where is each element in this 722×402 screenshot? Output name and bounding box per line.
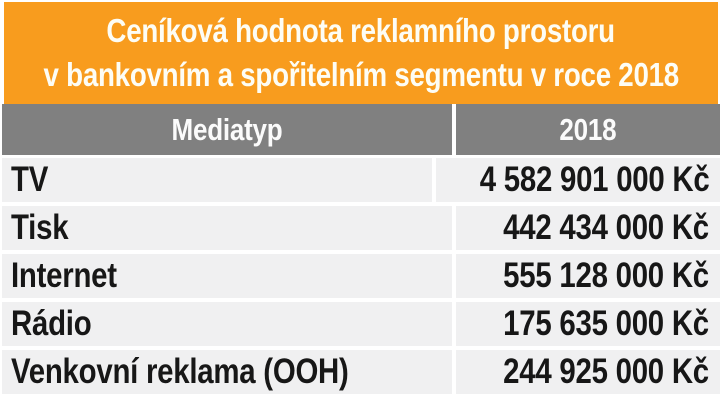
page-title-line-1: Ceníková hodnota reklamního prostoru (58, 9, 663, 53)
row-label-cell: Venkovní reklama (OOH) (2, 350, 452, 394)
table-row-radio: Rádio 175 635 000 Kč (2, 302, 720, 346)
row-label: Internet (11, 256, 117, 295)
table-row-internet: Internet 555 128 000 Kč (2, 254, 720, 298)
row-value-cell: 4 582 901 000 Kč (435, 158, 720, 202)
row-label: Tisk (11, 208, 69, 247)
table-row-ooh: Venkovní reklama (OOH) 244 925 000 Kč (2, 350, 720, 394)
page-title-line-2: v bankovním a spořitelním segmentu v roc… (0, 53, 722, 97)
column-header-mediatyp-label: Mediatyp (171, 112, 283, 147)
row-value-cell: 244 925 000 Kč (456, 350, 720, 394)
row-value: 442 434 000 Kč (503, 208, 709, 247)
row-label-cell: Internet (2, 254, 452, 298)
row-label: TV (11, 160, 49, 199)
row-value: 175 635 000 Kč (503, 304, 709, 343)
row-value: 555 128 000 Kč (503, 256, 709, 295)
column-header-mediatyp: Mediatyp (2, 104, 452, 155)
title-block: Ceníková hodnota reklamního prostoru v b… (4, 2, 718, 104)
table-row-tisk: Tisk 442 434 000 Kč (2, 206, 720, 250)
row-value: 244 925 000 Kč (503, 352, 709, 391)
row-value-cell: 175 635 000 Kč (456, 302, 720, 346)
row-label-cell: Tisk (2, 206, 452, 250)
row-label: Venkovní reklama (OOH) (11, 352, 349, 391)
table-row-tv: TV 4 582 901 000 Kč (2, 158, 720, 202)
row-label: Rádio (11, 304, 92, 343)
row-label-cell: TV (2, 158, 432, 202)
row-value: 4 582 901 000 Kč (479, 160, 709, 199)
media-value-table: Mediatyp 2018 TV 4 582 901 000 Kč Tisk 4… (2, 104, 720, 398)
table-header-row: Mediatyp 2018 (2, 104, 720, 155)
page-title-line-2-text: v bankovním a spořitelním segmentu v roc… (43, 56, 679, 93)
row-value-cell: 442 434 000 Kč (456, 206, 720, 250)
column-header-2018-label: 2018 (559, 112, 617, 147)
page-title-line-1-text: Ceníková hodnota reklamního prostoru (106, 12, 616, 49)
column-header-2018: 2018 (456, 104, 720, 155)
row-value-cell: 555 128 000 Kč (456, 254, 720, 298)
row-label-cell: Rádio (2, 302, 452, 346)
